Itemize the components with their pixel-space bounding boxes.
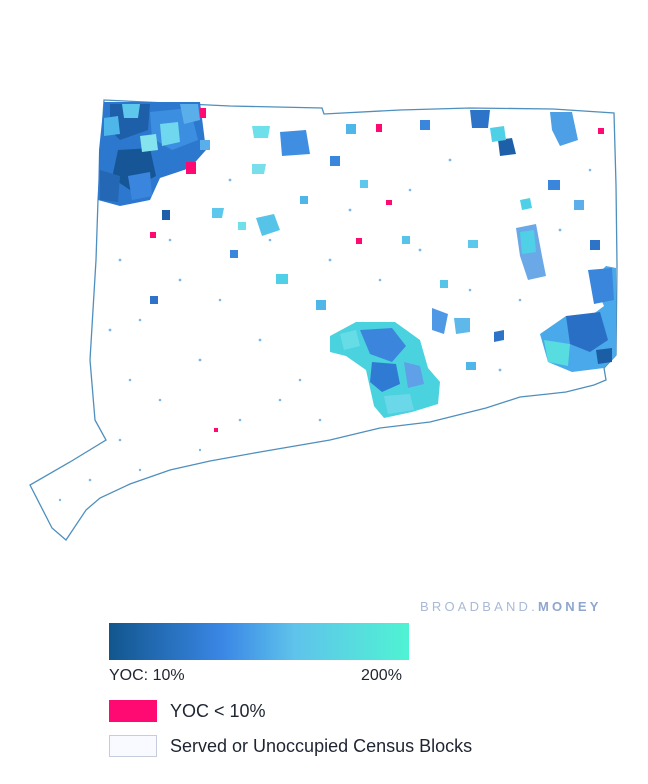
state-boundary [29,99,618,541]
gradient-max-label: 200% [361,667,402,684]
state-map [29,99,618,541]
central-cluster [330,322,440,418]
small-blocks [58,158,592,502]
low-yoc-blocks [150,108,604,432]
low-yoc-label: YOC < 10% [170,701,266,721]
yoc-gradient-bar [109,623,409,660]
northwest-cluster [98,102,206,206]
east-cluster [470,110,616,372]
brand-part-1: BROADBAND. [420,599,538,614]
low-yoc-swatch [109,700,157,722]
brand-logo: BROADBAND.MONEY [420,599,602,614]
gradient-min-label: YOC: 10% [109,667,185,684]
served-label: Served or Unoccupied Census Blocks [170,736,473,756]
brand-part-2: MONEY [537,599,602,614]
served-swatch [109,735,157,757]
scattered-blocks [150,120,600,370]
